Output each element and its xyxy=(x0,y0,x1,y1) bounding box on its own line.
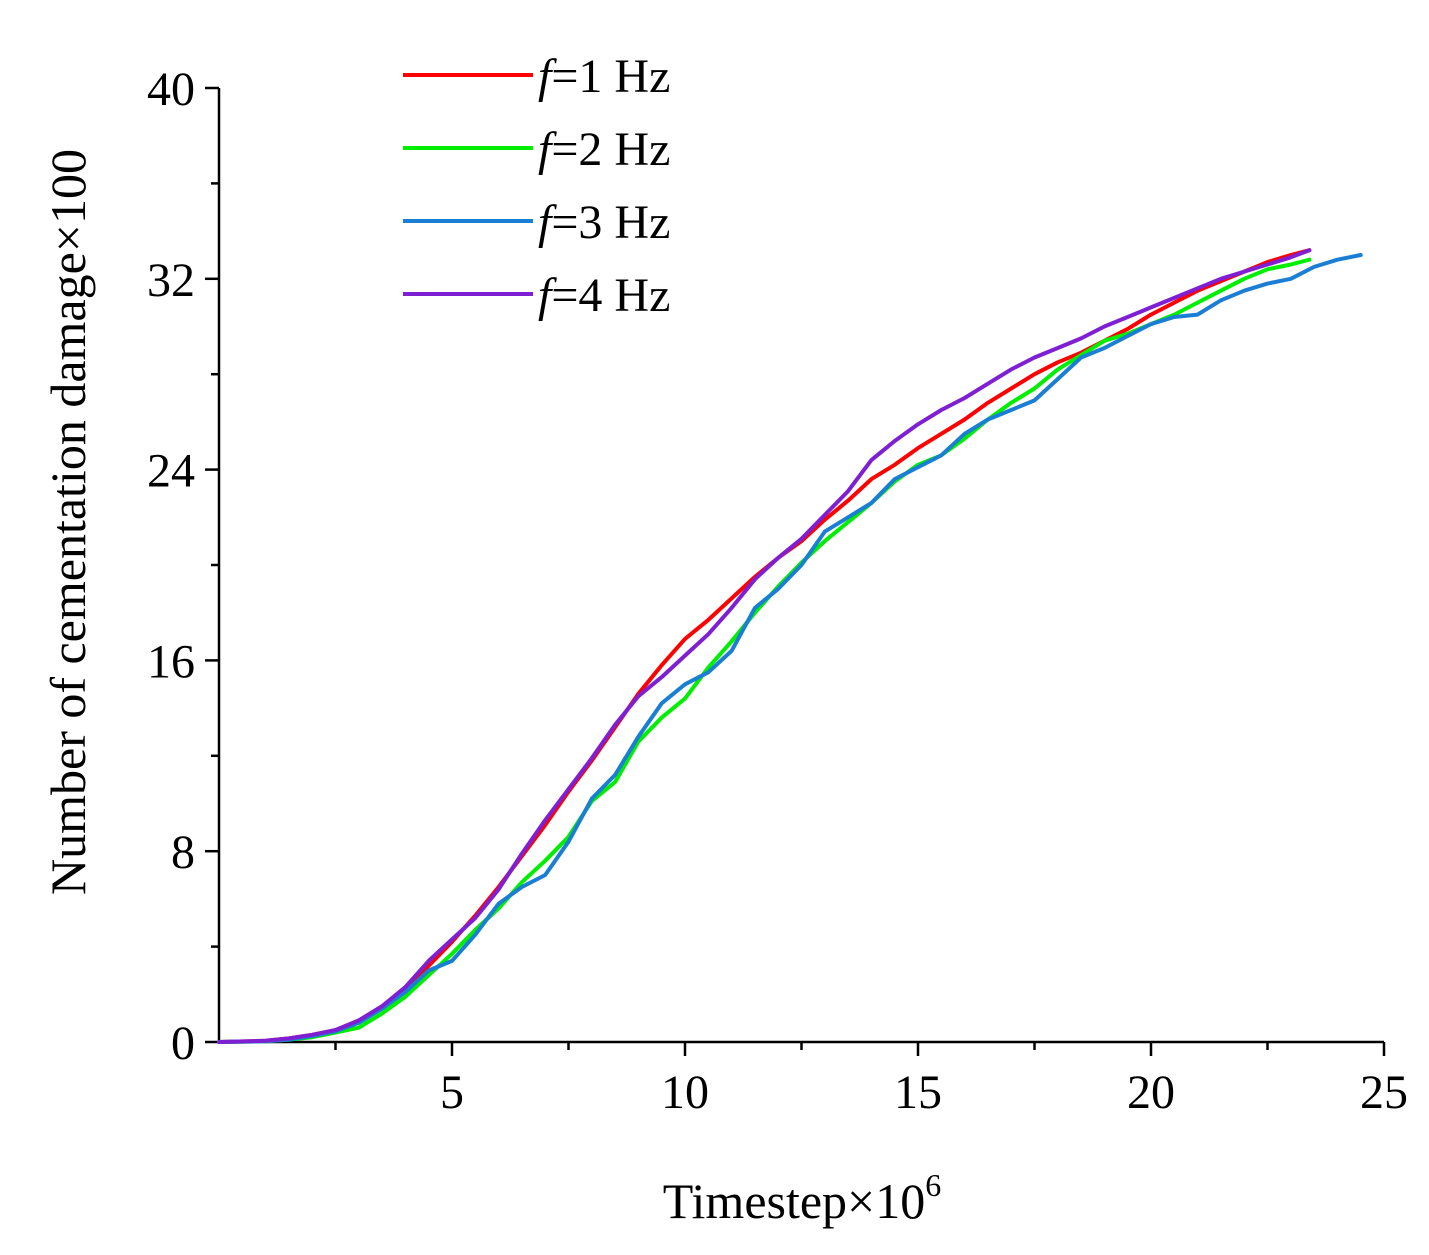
y-tick-label: 0 xyxy=(171,1017,195,1070)
legend-label-value: =1 Hz xyxy=(551,50,670,103)
x-tick-label: 25 xyxy=(1360,1066,1408,1119)
legend-label: f=1 Hz xyxy=(538,50,670,103)
legend-label: f=4 Hz xyxy=(538,269,670,322)
legend-label-value: =2 Hz xyxy=(551,123,670,176)
series-line-1hz xyxy=(217,248,1312,1044)
legend-label: f=3 Hz xyxy=(538,196,670,249)
series-lines xyxy=(217,248,1363,1044)
x-tick-label: 5 xyxy=(440,1066,464,1119)
x-axis-title-superscript: 6 xyxy=(925,1167,941,1203)
x-tick-label: 20 xyxy=(1127,1066,1175,1119)
axis-tick-labels: 0 8 16 24 32 40 5 10 15 20 25 xyxy=(147,63,1408,1119)
legend: f=1 Hz f=2 Hz f=3 Hz f=4 Hz xyxy=(403,50,670,322)
x-tick-label: 15 xyxy=(894,1066,942,1119)
y-tick-label: 24 xyxy=(147,445,195,498)
series-line-3hz xyxy=(217,253,1363,1044)
y-tick-label: 8 xyxy=(171,826,195,879)
y-tick-label: 40 xyxy=(147,63,195,116)
legend-label-value: =3 Hz xyxy=(551,196,670,249)
x-tick-label: 10 xyxy=(661,1066,709,1119)
y-tick-label: 32 xyxy=(147,254,195,307)
axis-ticks xyxy=(205,86,1386,1056)
series-line-2hz xyxy=(217,257,1312,1044)
legend-label: f=2 Hz xyxy=(538,123,670,176)
legend-label-value: =4 Hz xyxy=(551,269,670,322)
x-axis-title: Timestep×106 xyxy=(663,1167,942,1229)
y-tick-label: 16 xyxy=(147,635,195,688)
y-axis-title: Number of cementation damage×100 xyxy=(40,149,96,895)
series-line-4hz xyxy=(217,248,1312,1044)
